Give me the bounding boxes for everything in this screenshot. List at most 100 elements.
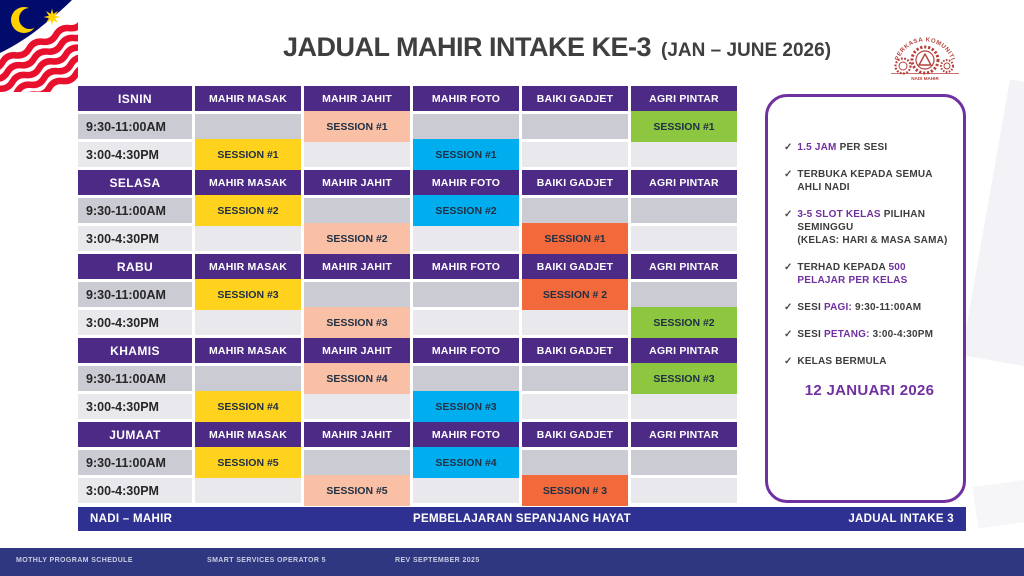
session-chip: SESSION #3 <box>631 363 737 394</box>
schedule-cell <box>413 226 519 251</box>
footer-strip: MOTHLY PROGRAM SCHEDULE SMART SERVICES O… <box>0 548 1024 576</box>
column-header-cell: BAIKI GADJET <box>522 86 628 111</box>
schedule-cell <box>522 394 628 419</box>
schedule-cell <box>304 198 410 223</box>
schedule-cell <box>304 142 410 167</box>
time-cell: 9:30-11:00AM <box>78 114 192 139</box>
footer-banner: NADI – MAHIR PEMBELAJARAN SEPANJANG HAYA… <box>78 507 966 531</box>
session-chip: SESSION #1 <box>304 111 410 142</box>
schedule-cell <box>522 450 628 475</box>
background-watermark <box>961 79 1024 371</box>
info-item: ✓ TERHAD KEPADA 500 PELAJAR PER KELAS <box>784 261 955 287</box>
schedule-cell <box>195 226 301 251</box>
column-header-cell: MAHIR MASAK <box>195 338 301 363</box>
schedule-cell: SESSION #3 <box>304 307 410 338</box>
schedule-cell: SESSION #2 <box>413 195 519 226</box>
info-item: ✓ KELAS BERMULA <box>784 355 955 368</box>
schedule-cell: SESSION #1 <box>631 111 737 142</box>
column-header-cell: BAIKI GADJET <box>522 170 628 195</box>
info-item-text: 1.5 JAM PER SESI <box>797 142 888 153</box>
schedule-cell: SESSION #3 <box>195 279 301 310</box>
column-header-cell: AGRI PINTAR <box>631 422 737 447</box>
schedule-cell: SESSION #1 <box>195 139 301 170</box>
session-chip: SESSION # 2 <box>522 279 628 310</box>
session-chip: SESSION #5 <box>304 475 410 506</box>
check-icon: ✓ <box>784 329 793 340</box>
schedule-cell: SESSION #1 <box>522 223 628 254</box>
column-header-cell: MAHIR FOTO <box>413 170 519 195</box>
session-chip: SESSION #2 <box>631 307 737 338</box>
schedule-cell <box>195 114 301 139</box>
svg-text:NADI MAHIR: NADI MAHIR <box>911 76 939 81</box>
info-item-text: TERBUKA KEPADA SEMUA AHLI NADI <box>797 169 933 193</box>
schedule-cell: SESSION #5 <box>304 475 410 506</box>
session-chip: SESSION #3 <box>304 307 410 338</box>
info-item-text: SESI PETANG: 3:00-4:30PM <box>797 329 934 340</box>
start-date: 12 JANUARI 2026 <box>804 382 935 399</box>
session-chip: SESSION #4 <box>195 391 301 422</box>
check-icon: ✓ <box>784 209 793 220</box>
schedule-cell <box>522 198 628 223</box>
schedule-cell <box>522 366 628 391</box>
column-header-cell: BAIKI GADJET <box>522 254 628 279</box>
session-chip: SESSION #1 <box>413 139 519 170</box>
schedule-cell <box>304 282 410 307</box>
info-item: ✓ 1.5 JAM PER SESI <box>784 141 955 154</box>
background-watermark <box>972 477 1024 529</box>
schedule-cell: SESSION # 3 <box>522 475 628 506</box>
day-header-cell: RABU <box>78 254 192 279</box>
check-icon: ✓ <box>784 169 793 180</box>
schedule-cell: SESSION #1 <box>413 139 519 170</box>
session-chip: SESSION #1 <box>522 223 628 254</box>
session-chip: SESSION #2 <box>195 195 301 226</box>
schedule-cell <box>631 142 737 167</box>
info-item: ✓ TERBUKA KEPADA SEMUA AHLI NADI <box>784 168 955 194</box>
column-header-cell: MAHIR JAHIT <box>304 86 410 111</box>
schedule-cell <box>195 310 301 335</box>
time-cell: 9:30-11:00AM <box>78 450 192 475</box>
schedule-cell: SESSION #3 <box>631 363 737 394</box>
column-header-cell: MAHIR FOTO <box>413 86 519 111</box>
schedule-cell <box>522 310 628 335</box>
time-cell: 3:00-4:30PM <box>78 226 192 251</box>
page-title: JADUAL MAHIR INTAKE KE-3 (JAN – JUNE 202… <box>90 32 1024 63</box>
day-header-cell: SELASA <box>78 170 192 195</box>
column-header-cell: MAHIR FOTO <box>413 422 519 447</box>
schedule-cell <box>304 394 410 419</box>
time-cell: 9:30-11:00AM <box>78 198 192 223</box>
column-header-cell: AGRI PINTAR <box>631 86 737 111</box>
column-header-cell: MAHIR JAHIT <box>304 254 410 279</box>
column-header-cell: MAHIR FOTO <box>413 254 519 279</box>
check-icon: ✓ <box>784 356 793 367</box>
schedule-cell <box>522 142 628 167</box>
banner-right: JADUAL INTAKE 3 <box>848 513 954 525</box>
time-cell: 3:00-4:30PM <box>78 394 192 419</box>
svg-text:PERKASA KOMUNITI: PERKASA KOMUNITI <box>895 37 956 61</box>
schedule-table: ISNIN MAHIR MASAK MAHIR JAHIT MAHIR FOTO BAI… <box>78 86 737 506</box>
schedule-cell <box>631 198 737 223</box>
schedule-cell: SESSION #4 <box>195 391 301 422</box>
footer-left: MOTHLY PROGRAM SCHEDULE <box>16 557 133 564</box>
time-cell: 3:00-4:30PM <box>78 478 192 503</box>
info-item: ✓ 3-5 SLOT KELAS PILIHAN SEMINGGU (KELAS:… <box>784 208 955 247</box>
schedule-cell <box>631 478 737 503</box>
schedule-cell: SESSION #5 <box>195 447 301 478</box>
session-chip: SESSION #1 <box>195 139 301 170</box>
column-header-cell: BAIKI GADJET <box>522 338 628 363</box>
info-list: ✓ 1.5 JAM PER SESI ✓ TERBUKA KEPADA SEMUA A… <box>784 141 955 368</box>
day-header-cell: JUMAAT <box>78 422 192 447</box>
column-header-cell: AGRI PINTAR <box>631 170 737 195</box>
check-icon: ✓ <box>784 142 793 153</box>
column-header-cell: AGRI PINTAR <box>631 338 737 363</box>
info-item-text: SESI PAGI: 9:30-11:00AM <box>797 302 922 313</box>
time-cell: 9:30-11:00AM <box>78 282 192 307</box>
session-chip: SESSION #3 <box>413 391 519 422</box>
column-header-cell: BAIKI GADJET <box>522 422 628 447</box>
time-cell: 9:30-11:00AM <box>78 366 192 391</box>
title-main: JADUAL MAHIR INTAKE KE-3 <box>282 32 652 62</box>
schedule-cell <box>195 478 301 503</box>
schedule-cell <box>413 310 519 335</box>
schedule-cell <box>631 394 737 419</box>
day-header-cell: KHAMIS <box>78 338 192 363</box>
